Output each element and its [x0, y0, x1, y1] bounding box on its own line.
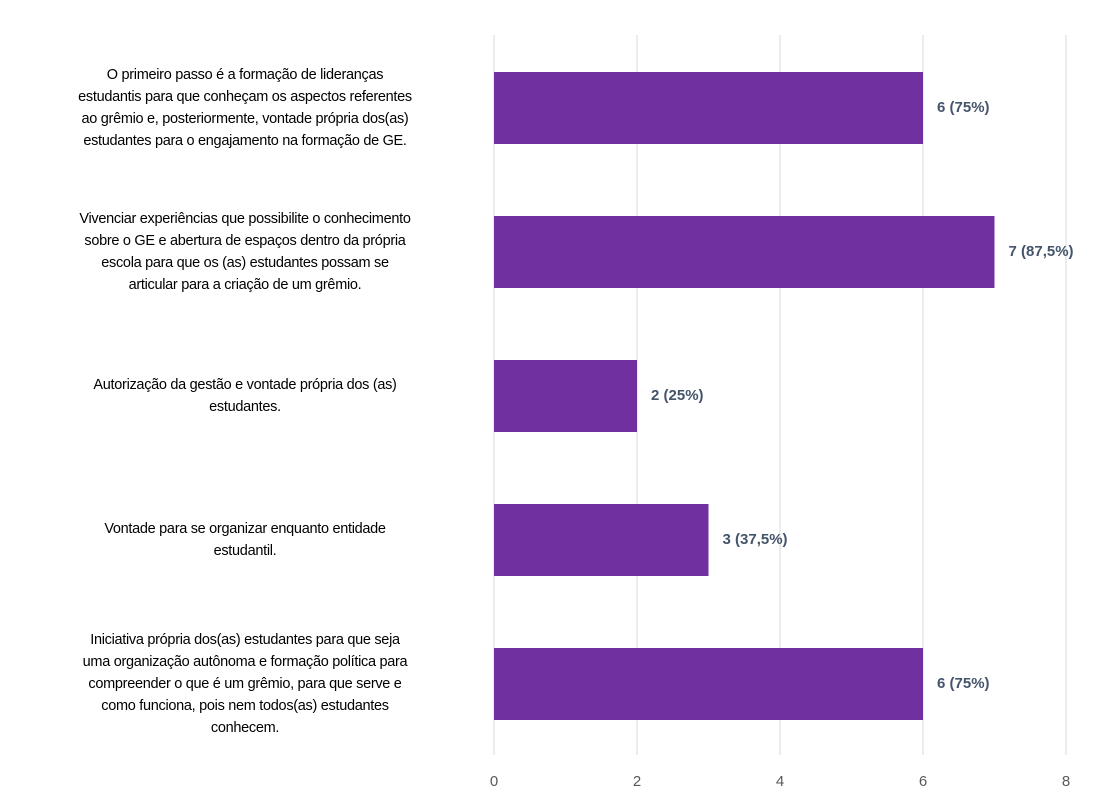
- bar: [494, 72, 923, 144]
- x-tick-label: 0: [490, 773, 498, 790]
- bar: [494, 504, 709, 576]
- x-tick-label: 4: [776, 773, 784, 790]
- value-label: 3 (37,5%): [723, 531, 788, 548]
- category-label: Vontade para se organizar enquanto entid…: [104, 521, 386, 559]
- bar: [494, 360, 637, 432]
- value-label: 6 (75%): [937, 675, 990, 692]
- bar: [494, 216, 995, 288]
- value-label: 2 (25%): [651, 387, 704, 404]
- category-label: Autorização da gestão e vontade própria …: [93, 377, 397, 415]
- value-label: 6 (75%): [937, 99, 990, 116]
- value-label: 7 (87,5%): [1009, 243, 1074, 260]
- x-tick-label: 6: [919, 773, 927, 790]
- x-tick-label: 2: [633, 773, 641, 790]
- category-label: O primeiro passo é a formação de lideran…: [78, 67, 412, 149]
- category-label: Vivenciar experiências que possibilite o…: [79, 211, 411, 293]
- category-label: Iniciativa própria dos(as) estudantes pa…: [82, 632, 408, 736]
- x-tick-label: 8: [1062, 773, 1070, 790]
- bar: [494, 648, 923, 720]
